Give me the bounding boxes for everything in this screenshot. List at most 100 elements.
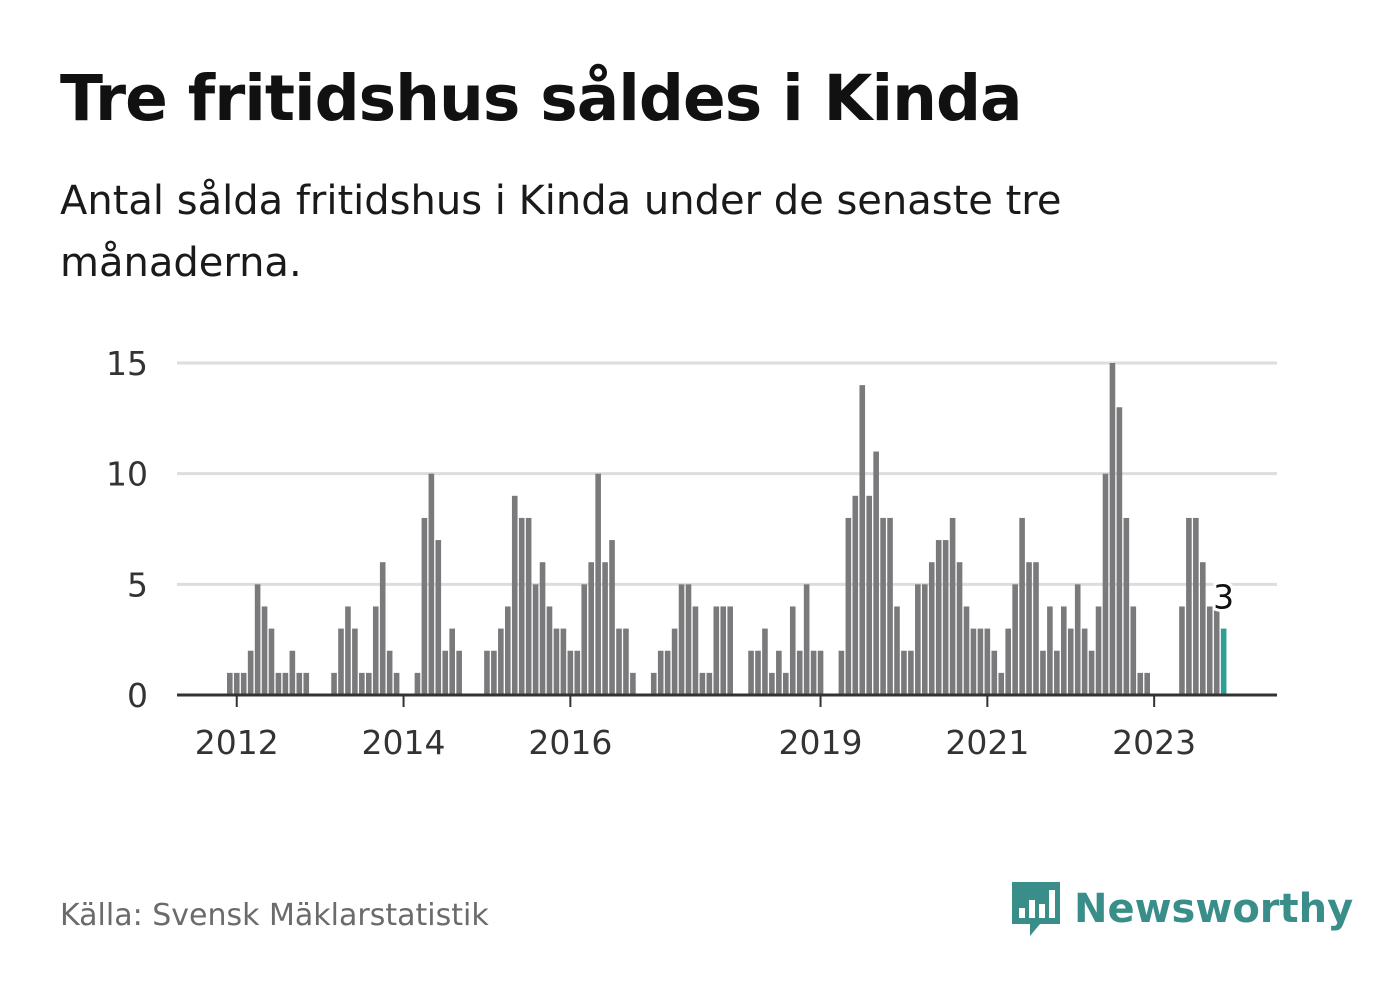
bar: [511, 495, 518, 695]
bar: [984, 628, 991, 695]
bar-chart: 0 5 10 15 2012 2014 2016 2019 2021 2023 3: [106, 344, 1277, 762]
bar: [414, 672, 421, 695]
bar: [386, 650, 393, 695]
bar: [998, 672, 1005, 695]
bar: [1026, 562, 1032, 695]
bar: [671, 628, 678, 695]
bar: [1005, 628, 1011, 695]
bar: [261, 606, 268, 695]
bar: [247, 650, 254, 695]
highlight-bar: [1220, 628, 1227, 695]
bar: [817, 650, 824, 695]
bar: [331, 672, 337, 695]
bar: [887, 517, 893, 695]
bar: [289, 650, 296, 695]
bar: [1186, 517, 1192, 695]
bar: [748, 650, 754, 695]
bar: [1116, 407, 1123, 695]
bar: [393, 672, 400, 695]
bar: [1095, 606, 1102, 695]
bar: [692, 606, 699, 695]
bar: [498, 628, 504, 695]
bar: [1213, 606, 1220, 695]
bar: [609, 540, 615, 695]
bar: [803, 584, 810, 695]
newsworthy-logo[interactable]: Newsworthy: [1010, 878, 1353, 940]
bar: [928, 562, 935, 695]
bar: [796, 650, 803, 695]
latest-value-label: 3: [1213, 578, 1234, 617]
bar: [706, 672, 713, 695]
bar: [532, 584, 539, 695]
bar: [810, 650, 817, 695]
bar: [296, 672, 303, 695]
bar: [1081, 628, 1088, 695]
bar: [977, 628, 984, 695]
bar: [922, 584, 928, 695]
bar: [685, 584, 692, 695]
bar-chart-logo-icon: [1012, 882, 1060, 936]
gridlines: [177, 361, 1277, 586]
bar: [845, 517, 852, 695]
bar: [442, 650, 449, 695]
bar: [720, 606, 727, 695]
chart-subtitle: Antal sålda fritidshus i Kinda under de …: [60, 178, 1062, 286]
bar: [1144, 672, 1150, 695]
bar: [949, 517, 956, 695]
bar: [282, 672, 289, 695]
bar: [421, 517, 428, 695]
bar: [859, 385, 866, 695]
bar: [449, 628, 455, 695]
bar: [428, 473, 435, 695]
bar: [303, 672, 310, 695]
bar: [233, 672, 240, 695]
bar: [1130, 606, 1137, 695]
bar: [727, 606, 733, 695]
bar: [699, 672, 706, 695]
bars: [227, 363, 1227, 695]
bar: [1033, 562, 1039, 695]
bar: [602, 562, 608, 695]
bar: [783, 672, 789, 695]
bar: [1137, 672, 1144, 695]
bar: [372, 606, 379, 695]
x-tick-label: 2019: [779, 723, 863, 762]
bar: [1102, 473, 1109, 695]
bar: [435, 540, 442, 695]
x-tick-label: 2021: [945, 723, 1029, 762]
bar: [1088, 650, 1095, 695]
y-tick-label: 10: [106, 455, 148, 494]
bar: [1109, 363, 1116, 695]
bar: [762, 628, 768, 695]
chart-title: Tre fritidshus såldes i Kinda: [60, 62, 1023, 135]
bar: [518, 517, 525, 695]
bar: [581, 584, 588, 695]
bar: [268, 628, 275, 695]
bar: [678, 584, 685, 695]
bar: [588, 562, 594, 695]
source-note: Källa: Svensk Mäklarstatistik: [60, 898, 489, 933]
bar: [359, 672, 365, 695]
logo-text: Newsworthy: [1074, 886, 1354, 932]
bar: [901, 650, 907, 695]
bar: [546, 606, 553, 695]
bar: [525, 517, 532, 695]
bar: [866, 495, 872, 695]
bar: [713, 606, 720, 695]
bar: [935, 540, 942, 695]
bar: [1179, 606, 1185, 695]
bar: [254, 584, 261, 695]
bar: [1019, 517, 1025, 695]
bar: [595, 473, 601, 695]
bar: [352, 628, 358, 695]
bar: [776, 650, 782, 695]
bar: [1193, 517, 1199, 695]
bar: [623, 628, 629, 695]
axes: [177, 693, 1277, 707]
bar: [227, 672, 233, 695]
bar: [908, 650, 914, 695]
bar: [345, 606, 351, 695]
bar: [1206, 606, 1213, 695]
bar: [991, 650, 998, 695]
bar: [1054, 650, 1060, 695]
